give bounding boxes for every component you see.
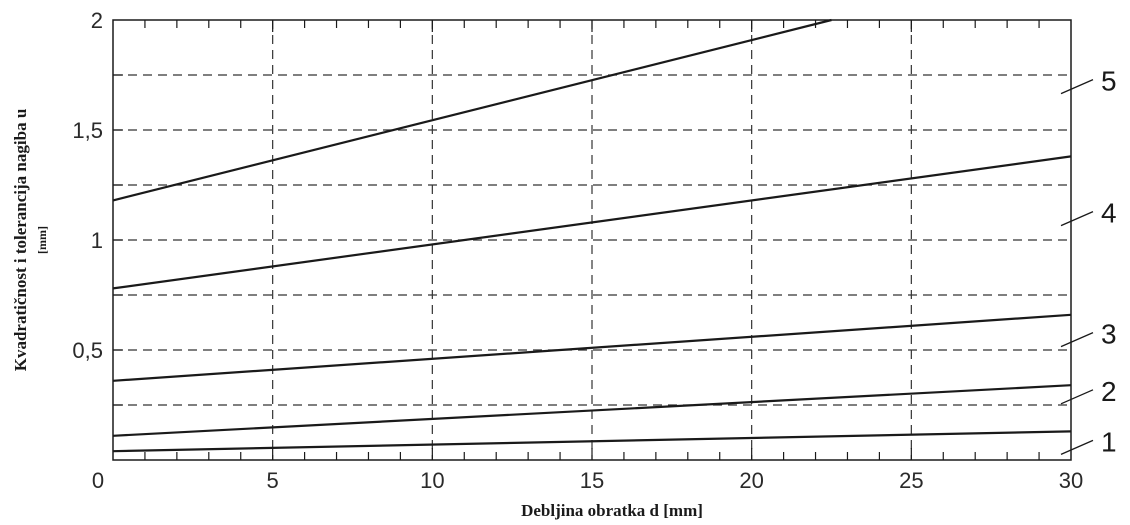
series-line-3 — [112, 313, 1072, 382]
curve-label-5: 5 — [1101, 66, 1117, 97]
grid — [113, 20, 1071, 460]
x-tick-labels: 0 5 10 15 20 25 30 — [92, 468, 1083, 493]
x-axis-title: Debljina obratka d [mm] — [521, 501, 703, 520]
curve-labels: 1 2 3 4 5 — [1060, 66, 1117, 457]
plot-frame — [112, 19, 1072, 461]
x-tick-label: 30 — [1059, 468, 1083, 493]
leader-line-4 — [1060, 211, 1094, 227]
leader-line-5 — [1060, 79, 1094, 95]
y-tick-label: 1,5 — [72, 118, 103, 143]
curve-label-4: 4 — [1101, 198, 1117, 229]
x-tick-label: 25 — [899, 468, 923, 493]
leader-line-3 — [1060, 332, 1094, 348]
curve-label-2: 2 — [1101, 376, 1117, 407]
y-axis-title: Kvadratičnost i tolerancija nagiba u — [11, 109, 30, 372]
leader-line-1 — [1060, 439, 1094, 455]
tick-marks — [113, 20, 1040, 460]
x-tick-label: 0 — [92, 468, 104, 493]
x-tick-label: 15 — [580, 468, 604, 493]
x-tick-label: 20 — [739, 468, 763, 493]
curve-label-1: 1 — [1101, 426, 1117, 457]
series-line-5 — [112, 18, 832, 202]
curve-label-3: 3 — [1101, 319, 1117, 350]
series-line-2 — [112, 384, 1072, 437]
series-line-1 — [112, 430, 1072, 453]
leader-line-2 — [1060, 389, 1094, 405]
y-tick-label: 2 — [91, 8, 103, 33]
series-lines — [112, 18, 1072, 453]
y-tick-label: 0,5 — [72, 338, 103, 363]
y-tick-label: 1 — [91, 228, 103, 253]
y-tick-labels: 0,5 1 1,5 2 — [72, 8, 103, 363]
y-axis-unit: [mm] — [35, 226, 49, 254]
series-line-4 — [112, 155, 1072, 290]
x-tick-label: 10 — [420, 468, 444, 493]
x-tick-label: 5 — [267, 468, 279, 493]
